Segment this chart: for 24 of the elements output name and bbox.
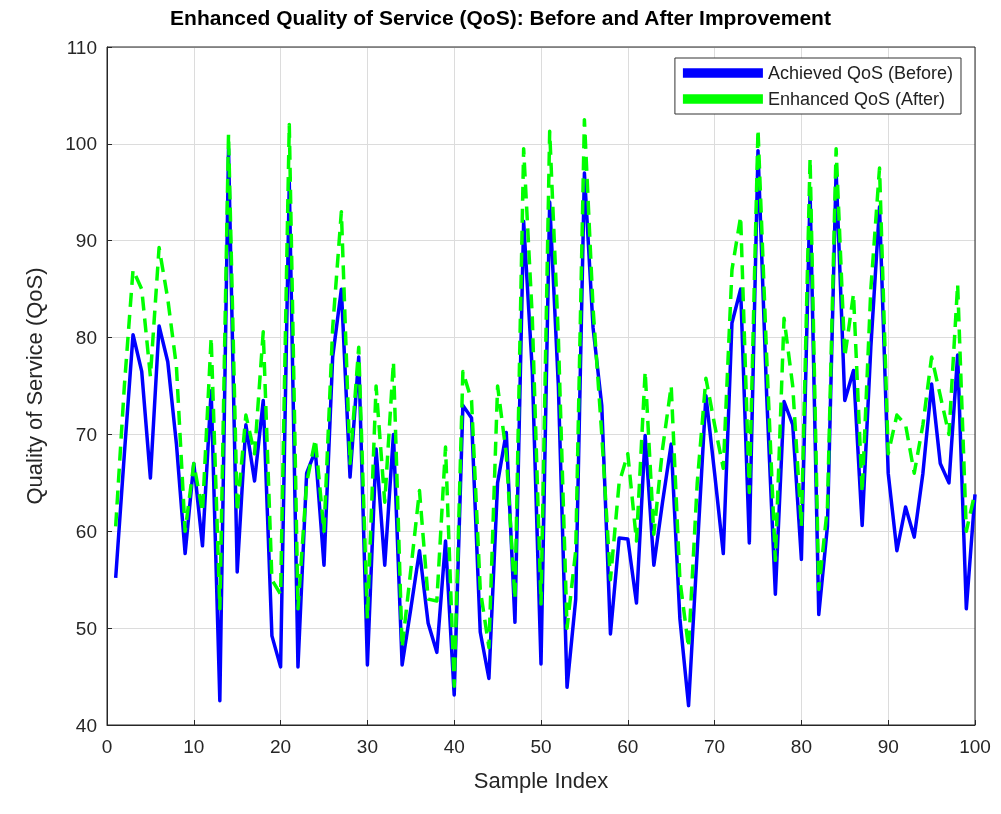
x-tick-label: 0 <box>101 736 113 757</box>
y-tick-label: 60 <box>75 520 97 542</box>
legend-label: Achieved QoS (Before) <box>767 63 953 83</box>
y-tick-label: 110 <box>66 36 97 58</box>
x-tick-label: 70 <box>704 736 726 757</box>
x-tick-label: 100 <box>959 736 991 757</box>
x-tick-label: 90 <box>877 736 899 757</box>
y-tick-label: 70 <box>75 423 97 445</box>
y-tick-label: 90 <box>75 230 97 252</box>
legend-label: Enhanced QoS (After) <box>767 89 945 109</box>
x-tick-label: 20 <box>270 736 292 757</box>
x-tick-label: 50 <box>530 736 552 757</box>
y-tick-label: 50 <box>75 617 97 639</box>
chart-title: Enhanced Quality of Service (QoS): Before and After Improvement <box>170 6 831 29</box>
x-tick-label: 40 <box>443 736 465 757</box>
y-tick-label: 80 <box>75 327 97 349</box>
x-axis-title: Sample Index <box>473 767 609 793</box>
x-tick-label: 30 <box>356 736 378 757</box>
y-axis-title: Quality of Service (QoS) <box>21 267 47 505</box>
y-tick-label: 40 <box>75 714 97 736</box>
x-tick-label: 10 <box>183 736 205 757</box>
x-tick-label: 60 <box>617 736 639 757</box>
x-tick-label: 80 <box>790 736 812 757</box>
y-tick-label: 100 <box>65 133 97 155</box>
